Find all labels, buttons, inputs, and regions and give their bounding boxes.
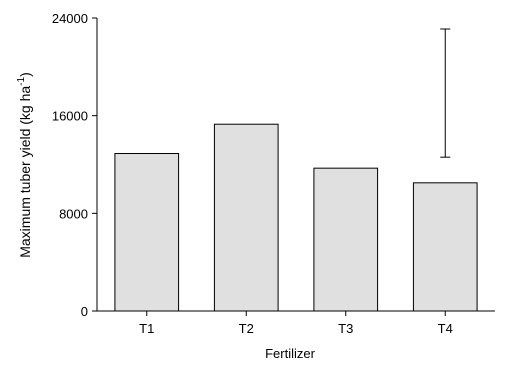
y-axis-title-superscript: -1 [16, 76, 27, 85]
y-axis-title-main: Maximum tuber yield (kg ha [17, 86, 33, 258]
bar-t1 [114, 153, 180, 312]
y-tick-label: 0 [81, 304, 88, 319]
y-tick-label: 8000 [59, 206, 88, 221]
y-axis-title-suffix: ) [17, 72, 33, 77]
bar-t4 [412, 182, 478, 312]
y-ticks-group: 0 8000 16000 24000 [52, 11, 97, 319]
y-tick-label: 24000 [52, 11, 88, 26]
x-axis-title: Fertilizer [265, 346, 316, 361]
x-ticks-group: T1 T2 T3 T4 [139, 311, 453, 336]
x-tick-label: T1 [139, 321, 154, 336]
x-tick-label: T3 [338, 321, 353, 336]
bar-t2 [213, 123, 279, 312]
y-axis-title: Maximum tuber yield (kg ha-1) [16, 72, 33, 258]
error-bars-group [440, 28, 451, 158]
axes-group [96, 18, 495, 312]
y-tick-label: 16000 [52, 109, 88, 124]
bars-group [114, 123, 478, 312]
bar-t3 [313, 167, 379, 312]
x-tick-label: T2 [239, 321, 254, 336]
x-tick-label: T4 [438, 321, 453, 336]
